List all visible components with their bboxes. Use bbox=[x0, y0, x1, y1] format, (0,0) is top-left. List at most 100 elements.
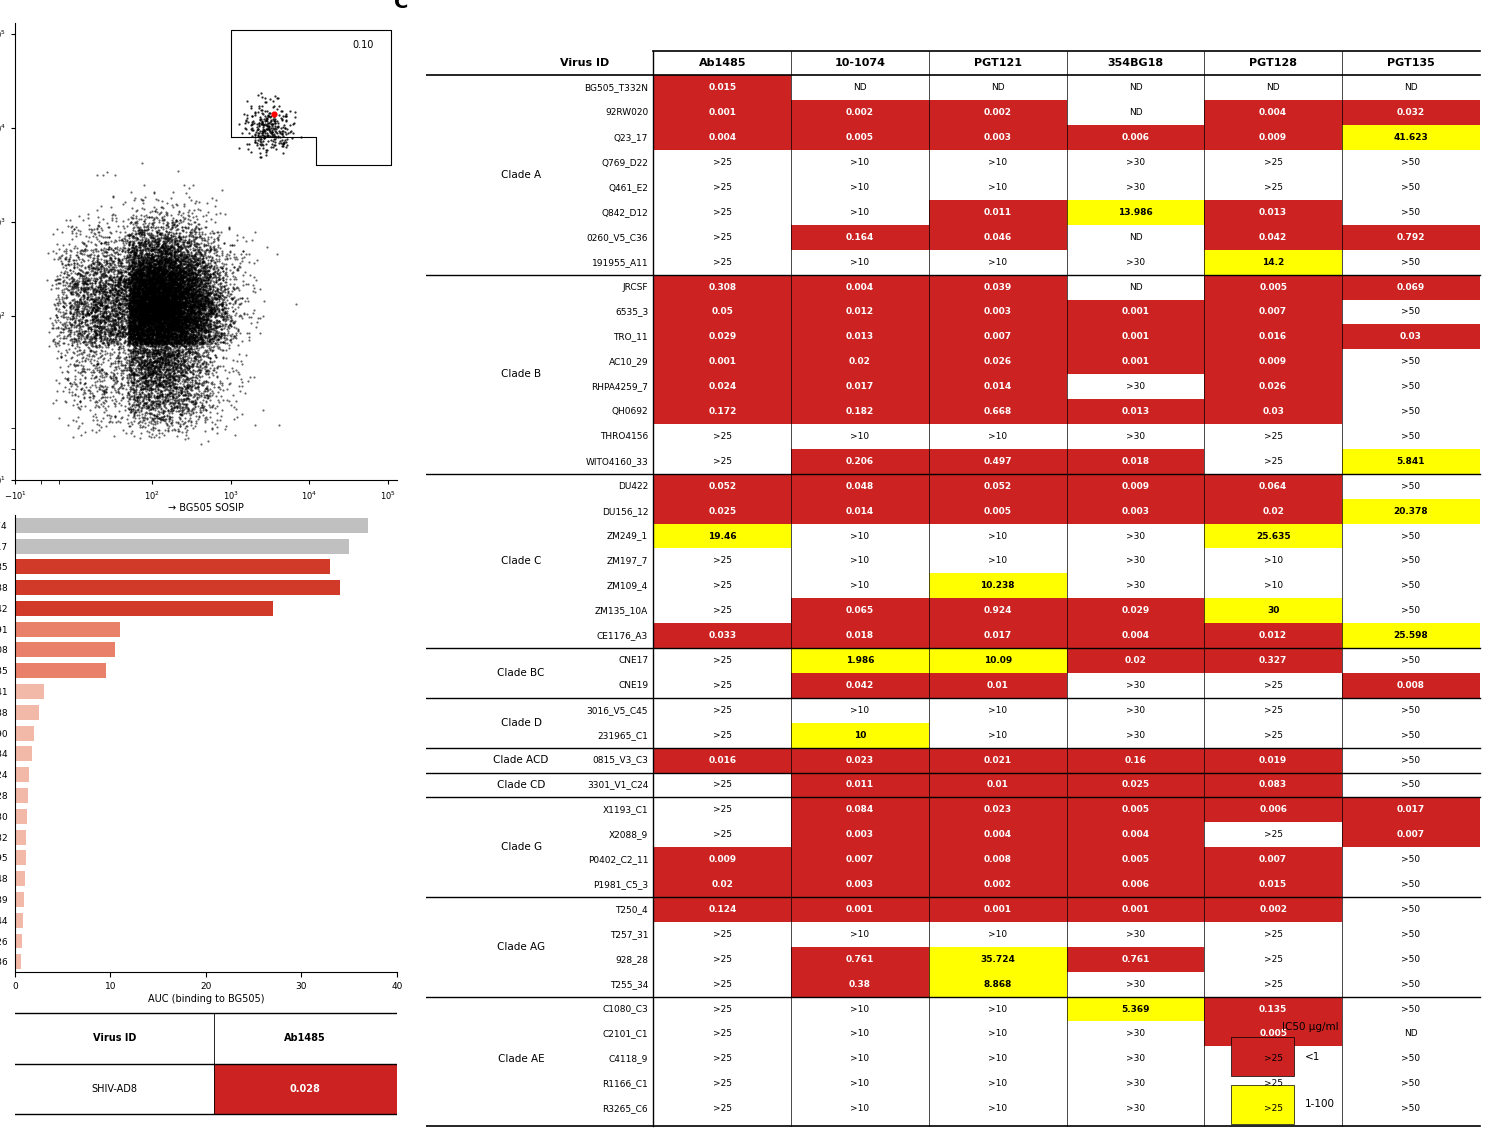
Point bbox=[170, 272, 194, 290]
Point bbox=[81, 280, 105, 298]
Point bbox=[124, 329, 148, 347]
Point bbox=[128, 305, 152, 323]
Point bbox=[124, 376, 148, 394]
Point bbox=[165, 314, 189, 333]
Point bbox=[111, 277, 135, 295]
Point bbox=[164, 295, 188, 313]
Point bbox=[142, 264, 166, 282]
Point bbox=[206, 333, 230, 351]
Point bbox=[120, 256, 144, 274]
Point bbox=[129, 247, 153, 265]
Point bbox=[141, 273, 165, 291]
Point bbox=[135, 257, 159, 275]
Point bbox=[171, 269, 195, 287]
Point bbox=[198, 267, 222, 286]
Point bbox=[226, 261, 251, 279]
Point bbox=[202, 224, 226, 242]
Point bbox=[190, 333, 214, 351]
Point bbox=[123, 270, 147, 288]
Point bbox=[148, 266, 172, 285]
Point bbox=[198, 254, 222, 272]
Point bbox=[178, 301, 203, 319]
Point bbox=[110, 384, 134, 402]
Point bbox=[154, 282, 178, 301]
Point bbox=[176, 287, 200, 305]
Point bbox=[138, 253, 162, 271]
Point bbox=[58, 322, 82, 341]
Point bbox=[228, 254, 252, 272]
Point bbox=[165, 304, 189, 322]
Point bbox=[46, 250, 70, 269]
Point bbox=[128, 285, 152, 303]
Point bbox=[154, 386, 178, 405]
Point bbox=[156, 289, 180, 307]
Point bbox=[152, 296, 176, 314]
Point bbox=[144, 325, 168, 343]
Point bbox=[198, 247, 222, 265]
Point bbox=[147, 312, 171, 330]
Point bbox=[142, 291, 166, 310]
Point bbox=[118, 299, 142, 318]
Point bbox=[172, 386, 196, 405]
Point bbox=[122, 255, 146, 273]
Point bbox=[184, 403, 209, 422]
Point bbox=[46, 288, 70, 306]
Point bbox=[147, 280, 171, 298]
Point bbox=[124, 263, 148, 281]
Point bbox=[78, 339, 102, 358]
Point bbox=[154, 299, 178, 318]
Point bbox=[194, 301, 217, 319]
Point bbox=[153, 305, 177, 323]
Point bbox=[152, 331, 176, 350]
Point bbox=[112, 359, 136, 377]
Point bbox=[129, 299, 153, 318]
Point bbox=[182, 305, 206, 323]
Point bbox=[177, 231, 201, 249]
Point bbox=[177, 299, 201, 318]
Point bbox=[150, 331, 174, 350]
Point bbox=[190, 384, 214, 402]
Point bbox=[198, 314, 222, 333]
Point bbox=[146, 307, 170, 326]
Point bbox=[150, 235, 174, 254]
Point bbox=[160, 370, 184, 389]
Point bbox=[147, 365, 171, 383]
Point bbox=[144, 250, 168, 269]
Point bbox=[123, 333, 147, 351]
Point bbox=[132, 310, 156, 328]
Point bbox=[153, 277, 177, 295]
Point bbox=[182, 289, 206, 307]
Point bbox=[138, 282, 162, 301]
Point bbox=[195, 256, 219, 274]
Point bbox=[76, 318, 101, 336]
Point bbox=[171, 267, 195, 286]
Point bbox=[135, 330, 159, 349]
Point bbox=[102, 231, 126, 249]
Point bbox=[183, 304, 207, 322]
Point bbox=[146, 386, 170, 405]
Point bbox=[130, 277, 154, 295]
Point bbox=[210, 323, 234, 342]
Point bbox=[129, 295, 153, 313]
Point bbox=[136, 310, 160, 328]
Point bbox=[129, 287, 153, 305]
Point bbox=[184, 350, 209, 368]
Text: >25: >25 bbox=[712, 233, 732, 242]
Point bbox=[152, 327, 176, 345]
Point bbox=[159, 315, 183, 334]
Point bbox=[154, 205, 178, 223]
Point bbox=[114, 360, 138, 378]
Point bbox=[154, 213, 178, 231]
Point bbox=[166, 330, 190, 349]
Point bbox=[160, 313, 184, 331]
Point bbox=[156, 251, 180, 270]
Point bbox=[116, 275, 140, 294]
Point bbox=[126, 313, 150, 331]
Point bbox=[135, 286, 159, 304]
Point bbox=[53, 319, 76, 337]
Point bbox=[134, 238, 158, 256]
Point bbox=[87, 391, 111, 409]
Point bbox=[172, 298, 196, 317]
Point bbox=[146, 368, 170, 386]
Point bbox=[124, 389, 148, 407]
